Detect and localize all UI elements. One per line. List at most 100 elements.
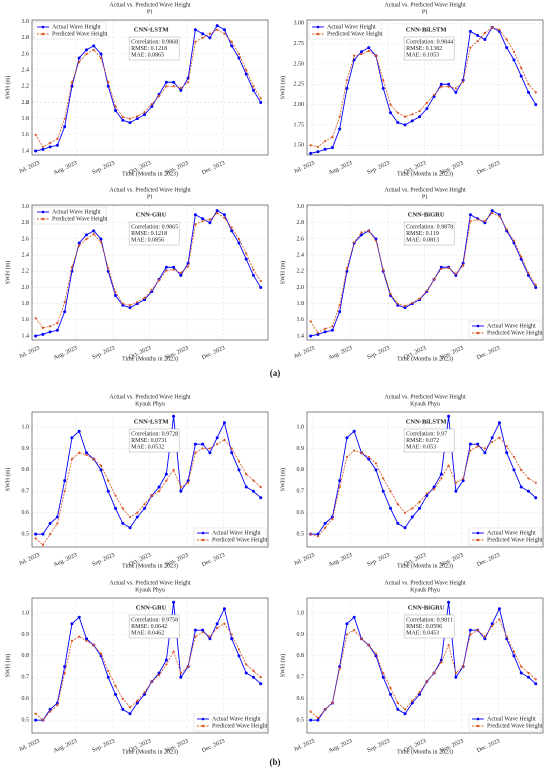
data-point — [179, 86, 182, 90]
data-point — [48, 145, 52, 149]
data-point — [251, 489, 255, 493]
data-point — [143, 503, 146, 506]
data-point — [323, 521, 327, 525]
data-point — [201, 32, 205, 36]
data-point — [215, 24, 219, 28]
legend-label: Actual Wave Height — [212, 530, 261, 536]
data-point — [63, 490, 66, 493]
y-tick-label: 1.6 — [22, 132, 30, 138]
data-point — [447, 82, 451, 86]
data-point — [259, 279, 262, 283]
x-tick-label: Sep. 2023 — [91, 345, 115, 361]
legend-marker — [476, 531, 480, 535]
data-point — [520, 468, 523, 471]
stats-text: RMSE: 0.1382 — [406, 46, 442, 52]
data-point — [49, 533, 52, 536]
data-point — [476, 445, 479, 448]
data-point — [447, 644, 450, 647]
y-tick-label: 0.6 — [297, 510, 305, 516]
data-point — [150, 494, 153, 497]
data-point — [244, 257, 248, 261]
legend-label: Predicted Wave Height — [487, 330, 543, 336]
data-point — [462, 477, 465, 480]
data-point — [338, 310, 342, 314]
x-tick-label: Dec. 2023 — [201, 345, 226, 361]
data-point — [519, 485, 523, 489]
data-point — [252, 479, 255, 482]
data-point — [309, 334, 313, 338]
legend-box — [33, 206, 107, 225]
chart-title: Actual vs. Predicted Wave Height — [109, 394, 191, 400]
data-point — [331, 518, 334, 521]
x-tick-label: Aug. 2023 — [328, 738, 354, 754]
x-tick-label: Dec. 2023 — [476, 345, 501, 361]
data-point — [439, 472, 443, 476]
data-point — [201, 442, 205, 446]
data-point — [367, 644, 370, 647]
stats-text: Correlation: 0.9844 — [406, 39, 453, 45]
y-tick-label: 2 — [26, 100, 29, 106]
data-point — [324, 708, 327, 711]
data-point — [389, 490, 392, 493]
plot-frame — [31, 597, 269, 734]
data-point — [92, 48, 95, 52]
data-point — [527, 477, 530, 480]
data-point — [483, 221, 487, 225]
data-point — [136, 511, 139, 514]
data-point — [121, 118, 125, 122]
data-point — [367, 49, 370, 53]
data-point — [396, 111, 399, 114]
data-point — [432, 94, 436, 98]
data-point — [84, 451, 88, 455]
legend-box — [193, 713, 267, 732]
data-point — [396, 701, 399, 705]
stats-box — [403, 428, 455, 453]
data-point — [106, 675, 110, 679]
y-tick-label: 0.8 — [22, 653, 30, 659]
data-point — [462, 264, 465, 267]
x-tick-label: Sep. 2023 — [91, 552, 115, 568]
data-point — [135, 117, 139, 121]
y-axis-label: SWH (m) — [4, 654, 11, 678]
data-point — [63, 310, 67, 314]
data-point — [425, 680, 428, 683]
legend-label: Actual Wave Height — [327, 24, 376, 30]
data-point — [396, 120, 400, 124]
data-point — [323, 330, 327, 334]
data-point — [106, 489, 110, 493]
x-tick-label: Jul. 2023 — [293, 160, 315, 175]
data-point — [331, 701, 334, 705]
data-point — [252, 268, 255, 271]
chart-title: Actual vs. Predicted Wave Height — [384, 394, 466, 400]
data-point — [418, 115, 422, 119]
data-point — [534, 682, 538, 686]
data-point — [382, 477, 385, 480]
data-point — [316, 332, 320, 336]
y-tick-label: 2.4 — [297, 252, 305, 258]
data-point — [520, 66, 523, 70]
data-point — [316, 331, 319, 334]
data-point — [85, 52, 88, 56]
data-point — [483, 635, 487, 638]
stats-box — [128, 36, 180, 61]
data-point — [360, 451, 363, 454]
data-point — [193, 28, 197, 32]
data-point — [49, 141, 52, 144]
data-point — [172, 414, 176, 418]
y-tick-label: 2.4 — [22, 67, 30, 73]
data-point — [172, 650, 175, 653]
stats-text: RMSE: 0.119 — [406, 231, 439, 237]
data-point — [230, 40, 233, 43]
y-tick-label: 0.5 — [22, 532, 30, 538]
data-point — [157, 490, 161, 493]
data-point — [324, 526, 327, 529]
series-line — [35, 439, 262, 546]
legend-marker — [476, 331, 480, 335]
data-point — [41, 326, 44, 329]
stats-text: Correlation: 0.97 — [406, 431, 447, 437]
data-point — [85, 453, 88, 456]
data-point — [367, 455, 370, 459]
data-point — [345, 455, 349, 459]
data-point — [476, 33, 480, 37]
y-tick-label: 2.2 — [22, 84, 30, 90]
